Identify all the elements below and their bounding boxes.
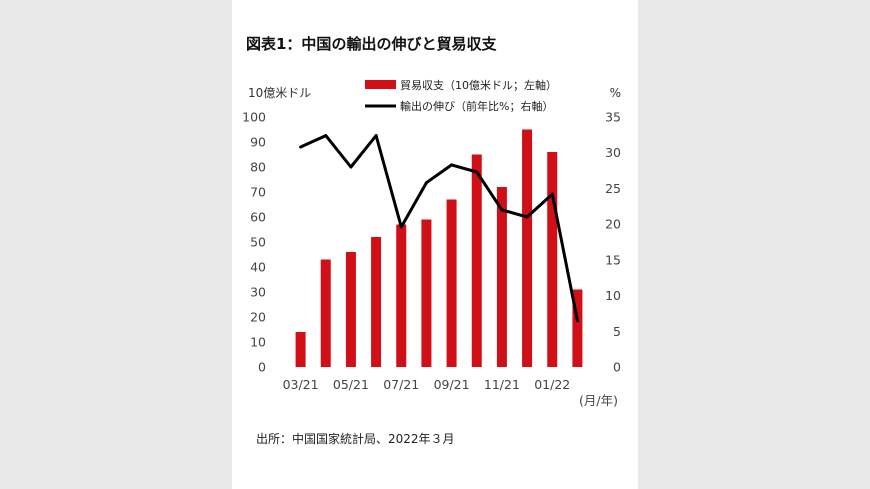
right-tick-label: 20: [605, 217, 621, 232]
x-axis: 03/21 05/21 07/21 09/21 11/21 01/22: [283, 377, 571, 392]
left-tick-label: 60: [250, 210, 266, 225]
export-growth-point: [399, 225, 403, 229]
trade-balance-bar: [547, 152, 558, 367]
export-growth-point: [374, 134, 378, 138]
legend: 貿易収支（10億米ドル；左軸） 輸出の伸び（前年比%；右軸）: [365, 78, 557, 113]
chart-panel: 図表1：中国の輸出の伸びと貿易収支 10億米ドル % 貿易収支（10億米ドル；左…: [232, 0, 638, 489]
trade-balance-bar: [396, 224, 407, 367]
trade-balance-bar: [496, 187, 507, 367]
trade-balance-bar: [572, 289, 583, 367]
left-tick-label: 0: [258, 360, 266, 375]
export-growth-point: [424, 181, 428, 185]
left-tick-label: 10: [250, 335, 266, 350]
export-growth-point: [450, 163, 454, 167]
trade-balance-bar: [345, 252, 356, 367]
left-tick-label: 40: [250, 260, 266, 275]
trade-balance-bar: [471, 154, 482, 367]
right-tick-label: 0: [613, 360, 621, 375]
x-tick-label: 03/21: [283, 377, 319, 392]
export-growth-point: [324, 134, 328, 138]
export-growth-point: [525, 215, 529, 219]
left-axis: 0 10 20 30 40 50 60 70 80 90 100: [242, 110, 266, 375]
x-tick-label: 07/21: [383, 377, 419, 392]
left-tick-label: 90: [250, 135, 266, 150]
trade-balance-bar: [295, 332, 306, 367]
legend-bar-label: 貿易収支（10億米ドル；左軸）: [400, 78, 557, 92]
right-tick-label: 5: [613, 324, 621, 339]
left-tick-label: 100: [242, 110, 266, 125]
export-growth-point: [500, 208, 504, 212]
export-growth-point: [575, 319, 579, 323]
right-axis: 0 5 10 15 20 25 30 35: [605, 110, 621, 375]
bar-series: [295, 129, 583, 367]
export-growth-point: [550, 192, 554, 196]
legend-line-label: 輸出の伸び（前年比%；右軸）: [400, 99, 553, 113]
right-tick-label: 30: [605, 145, 621, 160]
right-axis-unit: %: [610, 86, 621, 100]
left-axis-unit: 10億米ドル: [248, 86, 311, 100]
x-axis-label: (月/年): [579, 393, 618, 408]
export-growth-point: [299, 145, 303, 149]
x-tick-label: 09/21: [434, 377, 470, 392]
left-tick-label: 50: [250, 235, 266, 250]
right-tick-label: 15: [605, 252, 621, 267]
trade-balance-bar: [320, 259, 331, 367]
x-tick-label: 01/22: [534, 377, 570, 392]
left-tick-label: 70: [250, 185, 266, 200]
trade-balance-bar: [371, 237, 382, 367]
left-tick-label: 80: [250, 160, 266, 175]
right-tick-label: 35: [605, 110, 621, 125]
chart-title: 図表1：中国の輸出の伸びと貿易収支: [246, 35, 497, 53]
trade-balance-bar: [421, 219, 432, 367]
export-growth-line: [299, 134, 579, 321]
legend-bar-swatch: [365, 80, 396, 89]
trade-balance-bar: [446, 199, 457, 367]
x-tick-label: 05/21: [333, 377, 369, 392]
trade-balance-bar: [522, 129, 533, 367]
left-tick-label: 20: [250, 310, 266, 325]
export-growth-point: [475, 170, 479, 174]
right-tick-label: 10: [605, 288, 621, 303]
line-series: [299, 134, 579, 323]
x-tick-label: 11/21: [484, 377, 520, 392]
right-tick-label: 25: [605, 181, 621, 196]
source-note: 出所：中国国家統計局、2022年３月: [256, 431, 455, 446]
export-growth-point: [349, 165, 353, 169]
left-tick-label: 30: [250, 285, 266, 300]
chart: 図表1：中国の輸出の伸びと貿易収支 10億米ドル % 貿易収支（10億米ドル；左…: [242, 35, 621, 446]
